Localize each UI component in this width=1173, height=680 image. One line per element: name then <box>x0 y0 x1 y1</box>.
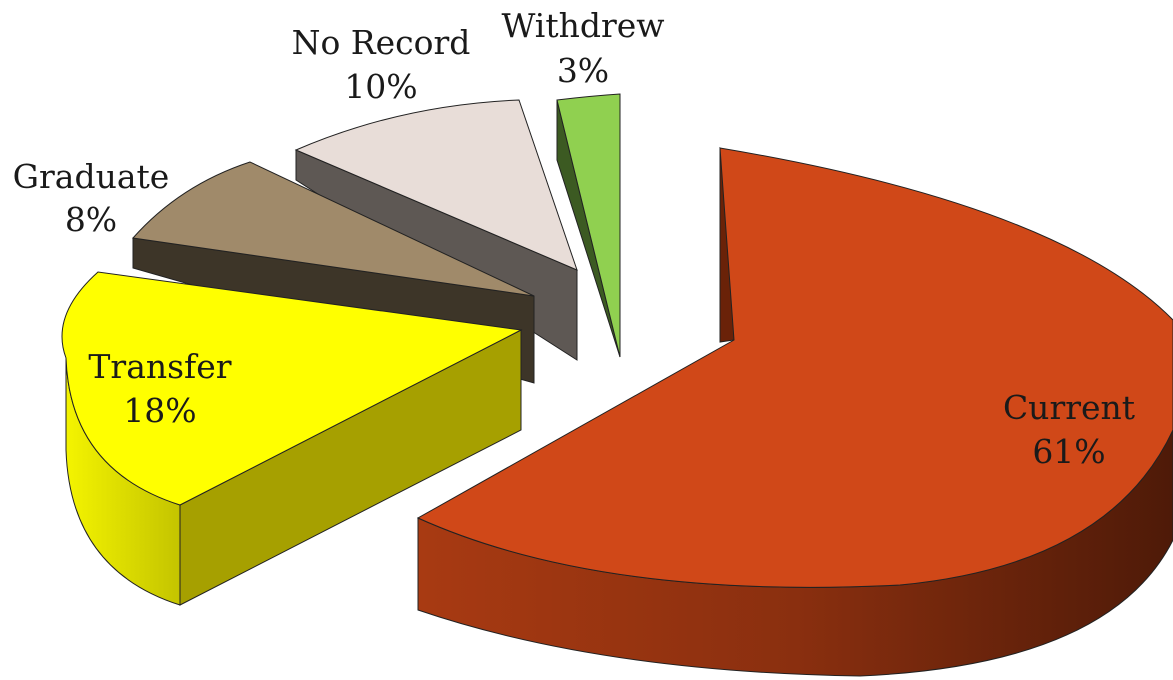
value-withdrew: 3% <box>557 51 609 90</box>
label-current: Current <box>1003 388 1135 427</box>
slice-current-top <box>416 147 1173 588</box>
label-no-record: No Record <box>292 23 471 62</box>
slice-withdrew <box>556 93 621 358</box>
value-graduate: 8% <box>65 200 117 239</box>
value-no-record: 10% <box>344 67 417 106</box>
slice-transfer <box>61 271 523 606</box>
slice-graduate-top <box>132 161 535 297</box>
slice-withdrew-top <box>556 93 621 358</box>
value-current: 61% <box>1032 432 1105 471</box>
slice-transfer-top <box>61 271 523 506</box>
label-graduate: Graduate <box>13 157 170 196</box>
slice-no-record-top <box>294 99 578 271</box>
value-transfer: 18% <box>123 391 196 430</box>
slice-current <box>416 146 1173 677</box>
label-withdrew: Withdrew <box>501 6 664 45</box>
label-transfer: Transfer <box>88 347 231 386</box>
